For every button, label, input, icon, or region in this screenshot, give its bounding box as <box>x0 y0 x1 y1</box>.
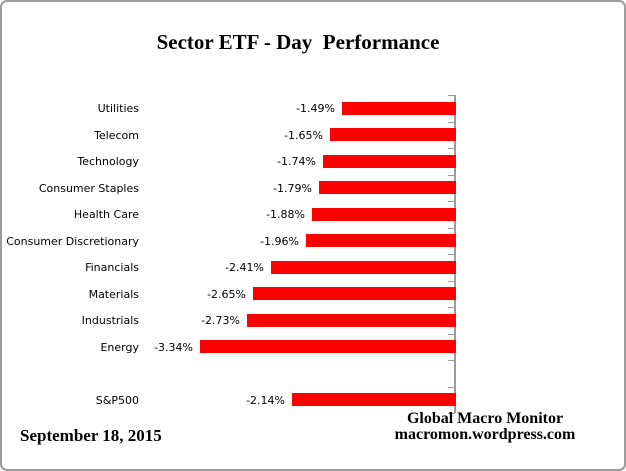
chart-row: Telecom -1.65% <box>2 122 456 149</box>
bar <box>271 260 456 274</box>
axis-tick <box>448 201 455 202</box>
category-label: Utilities <box>97 102 139 115</box>
chart-title: Sector ETF - Day Performance <box>156 30 440 54</box>
value-label: -2.65% <box>207 287 246 301</box>
category-label: Materials <box>88 287 139 301</box>
value-label: -3.34% <box>154 340 193 354</box>
axis-tick <box>448 360 455 361</box>
date-label: September 18, 2015 <box>20 426 162 445</box>
chart-row: S&P500 -2.14% <box>2 387 456 414</box>
value-label: -1.49% <box>296 102 335 115</box>
axis-tick <box>448 254 455 255</box>
bar <box>247 313 456 327</box>
chart-row: Consumer Discretionary -1.96% <box>2 228 456 255</box>
category-label: Industrials <box>81 314 139 327</box>
bar <box>200 340 456 354</box>
axis-tick <box>448 307 455 308</box>
credit-block: Global Macro Monitor macromon.wordpress.… <box>380 411 590 443</box>
category-label: Health Care <box>73 208 139 221</box>
chart-row: Technology -1.74% <box>2 148 456 175</box>
chart-row: Utilities -1.49% <box>2 95 456 122</box>
value-label: -2.73% <box>201 314 240 327</box>
bar <box>323 154 456 168</box>
chart-row: Energy -3.34% <box>2 334 456 361</box>
bar <box>342 101 456 115</box>
chart-row: Consumer Staples -1.79% <box>2 175 456 202</box>
category-label: Financials <box>85 261 139 274</box>
chart-row: Health Care -1.88% <box>2 201 456 228</box>
value-label: -1.65% <box>284 128 323 142</box>
value-label: -1.96% <box>260 234 299 248</box>
axis-tick <box>448 281 455 282</box>
value-label: -1.79% <box>273 181 312 195</box>
chart-row: Financials -2.41% <box>2 254 456 281</box>
bar <box>319 181 456 195</box>
axis-tick <box>448 387 455 388</box>
bar <box>253 287 456 301</box>
axis-tick <box>448 95 455 96</box>
axis-tick <box>448 228 455 229</box>
value-label: -2.41% <box>225 261 264 274</box>
category-label: S&P500 <box>95 393 139 407</box>
bar <box>292 393 456 407</box>
category-label: Consumer Staples <box>38 181 139 195</box>
axis-tick <box>448 148 455 149</box>
chart-row <box>2 360 456 387</box>
chart-row: Materials -2.65% <box>2 281 456 308</box>
axis-tick <box>448 413 455 414</box>
category-label: Energy <box>100 340 139 354</box>
chart-row: Industrials -2.73% <box>2 307 456 334</box>
value-label: -1.88% <box>266 208 305 221</box>
credit-line-1: Global Macro Monitor <box>406 410 564 427</box>
bar <box>306 234 456 248</box>
credit-line-2: macromon.wordpress.com <box>394 426 576 443</box>
axis-tick <box>448 334 455 335</box>
value-label: -1.74% <box>277 155 316 168</box>
bar <box>312 207 456 221</box>
bar <box>330 128 456 142</box>
category-axis-line <box>454 95 456 413</box>
axis-tick <box>448 175 455 176</box>
category-label: Technology <box>77 155 139 168</box>
plot-area: Utilities -1.49% Telecom -1.65% Technology -1… <box>2 95 456 414</box>
value-label: -2.14% <box>246 393 285 407</box>
axis-tick <box>448 122 455 123</box>
category-label: Telecom <box>94 128 139 142</box>
category-label: Consumer Discretionary <box>6 234 139 248</box>
